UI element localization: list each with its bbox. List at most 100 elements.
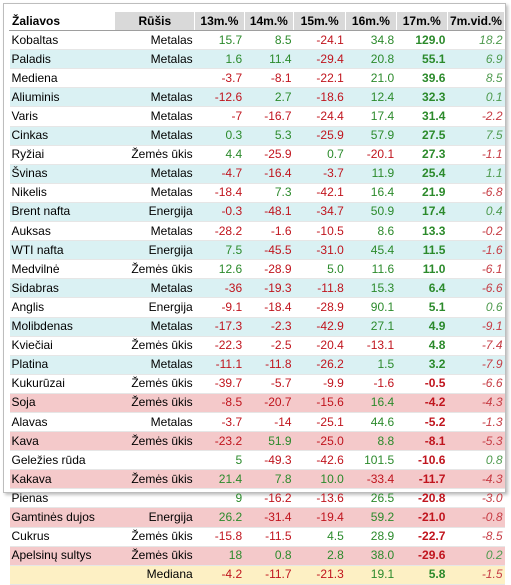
commodity-type-cell (114, 68, 195, 89)
y14-cell: -16.4 (244, 164, 294, 184)
y16-cell: -13.1 (345, 336, 397, 356)
table-row: Brent nafta Energija -0.3 -48.1 -34.7 50.9 17.… (9, 202, 505, 223)
commodity-name-cell: Brent nafta (9, 202, 115, 223)
header-y14[interactable]: 14m.% (243, 10, 295, 32)
commodity-name-cell: Platina (9, 355, 115, 375)
y17-cell: -29.6 (396, 546, 448, 566)
y15-cell: -25.9 (293, 126, 346, 146)
y17-cell: 27.3 (396, 145, 448, 165)
y13-cell: 5 (194, 450, 245, 471)
header-y15[interactable]: 15m.% (293, 10, 347, 32)
y15-cell: -21.3 (293, 565, 346, 585)
commodity-type-cell: Metalas (114, 49, 195, 70)
table-row: Sidabras Metalas -36 -19.3 -11.8 15.3 6.4 -6.6 (9, 278, 505, 299)
table-row: Cinkas Metalas 0.3 5.3 -25.9 57.9 27.5 7.5 (9, 126, 505, 146)
y14-cell: -2.5 (244, 336, 294, 356)
header-name[interactable]: Žaliavos (8, 10, 116, 32)
y13-cell: 12.6 (194, 259, 245, 280)
table-row: Mediena -3.7 -8.1 -22.1 21.0 39.6 8.5 (9, 68, 505, 89)
header-y17[interactable]: 17m.% (395, 10, 448, 32)
y13-cell: -4.2 (194, 565, 245, 585)
y14-cell: 7.3 (244, 183, 294, 203)
commodity-name-cell: Auksas (9, 221, 115, 242)
y16-cell: 20.8 (345, 49, 397, 70)
avg7-cell: -6.6 (447, 278, 505, 299)
y16-cell: 101.5 (345, 450, 397, 471)
y16-cell: 38.0 (345, 546, 397, 566)
avg7-cell: -7.9 (447, 355, 505, 375)
commodity-name-cell: Kviečiai (9, 336, 115, 356)
y13-cell: -23.2 (194, 431, 245, 452)
table-row: Pienas 9 -16.2 -13.6 26.5 -20.8 -3.0 (9, 488, 505, 509)
y17-cell: 55.1 (396, 49, 448, 70)
y13-cell: 18 (194, 546, 245, 566)
y14-cell: 5.3 (244, 126, 294, 146)
commodity-type-cell: Žemės ūkis (114, 546, 195, 566)
y16-cell: -1.6 (345, 374, 397, 394)
y15-cell: -24.4 (293, 106, 346, 127)
commodity-type-cell: Mediana (114, 565, 195, 585)
avg7-cell: -6.1 (447, 259, 505, 280)
avg7-cell: 0.8 (447, 450, 505, 471)
y14-cell: -45.5 (244, 240, 294, 261)
y14-cell: -2.3 (244, 317, 294, 337)
y15-cell: 4.5 (293, 527, 346, 547)
y13-cell: 21.4 (194, 469, 245, 490)
y17-cell: 13.3 (396, 221, 448, 242)
y16-cell: 21.0 (345, 68, 397, 89)
avg7-cell: -6.6 (447, 374, 505, 394)
y16-cell: 11.6 (345, 259, 397, 280)
y17-cell: 17.4 (396, 202, 448, 223)
y15-cell: -9.9 (293, 374, 346, 394)
header-y13[interactable]: 13m.% (194, 10, 245, 32)
header-avg7[interactable]: 7m.vid.% (446, 10, 506, 32)
header-row: Žaliavos Rūšis 13m.% 14m.% 15m.% 16m.% 1… (8, 10, 506, 32)
y16-cell: 90.1 (345, 297, 397, 318)
commodity-type-cell: Žemės ūkis (114, 469, 195, 490)
commodity-type-cell: Žemės ūkis (114, 374, 195, 394)
y13-cell: -9.1 (194, 297, 245, 318)
y14-cell: -28.9 (244, 259, 294, 280)
y17-cell: 4.9 (396, 317, 448, 337)
y16-cell: 8.8 (345, 431, 397, 452)
y13-cell: -7 (194, 106, 245, 127)
commodity-name-cell: Medvilnė (9, 259, 115, 280)
table-row: Kobaltas Metalas 15.7 8.5 -24.1 34.8 129.0 18.2 (9, 30, 505, 51)
commodity-type-cell: Žemės ūkis (114, 259, 195, 280)
avg7-cell: -7.4 (447, 336, 505, 356)
avg7-cell: 0.6 (447, 297, 505, 318)
y15-cell: -25.1 (293, 412, 346, 433)
commodity-returns-table: Žaliavos Rūšis 13m.% 14m.% 15m.% 16m.% 1… (8, 10, 506, 585)
y16-cell: 26.5 (345, 488, 397, 509)
commodity-type-cell: Metalas (114, 87, 195, 108)
y17-cell: 21.9 (396, 183, 448, 203)
y15-cell: -42.6 (293, 450, 346, 471)
y14-cell: 0.8 (244, 546, 294, 566)
y14-cell: -31.4 (244, 507, 294, 528)
y17-cell: 5.1 (396, 297, 448, 318)
commodity-name-cell: Kakava (9, 469, 115, 490)
y15-cell: -28.9 (293, 297, 346, 318)
header-y16[interactable]: 16m.% (345, 10, 397, 32)
y14-cell: -16.7 (244, 106, 294, 127)
commodity-type-cell (114, 488, 195, 509)
commodity-type-cell: Metalas (114, 164, 195, 184)
y14-cell: -16.2 (244, 488, 294, 509)
commodity-type-cell: Metalas (114, 317, 195, 337)
commodity-name-cell: Kobaltas (9, 30, 115, 51)
y15-cell: -3.7 (293, 164, 346, 184)
commodity-name-cell: Kukurūzai (9, 374, 115, 394)
header-type[interactable]: Rūšis (114, 10, 196, 32)
commodity-type-cell: Metalas (114, 355, 195, 375)
commodity-type-cell: Metalas (114, 183, 195, 203)
commodity-type-cell (114, 450, 195, 471)
y16-cell: 57.9 (345, 126, 397, 146)
y13-cell: 26.2 (194, 507, 245, 528)
commodity-name-cell: Anglis (9, 297, 115, 318)
commodity-name-cell: Mediena (9, 68, 115, 89)
y17-cell: 4.8 (396, 336, 448, 356)
table-row: Varis Metalas -7 -16.7 -24.4 17.4 31.4 -2.2 (9, 106, 505, 127)
table-row: Kakava Žemės ūkis 21.4 7.8 10.0 -33.4 -11.7 -4.… (9, 469, 505, 490)
table-row: Platina Metalas -11.1 -11.8 -26.2 1.5 3.2 -7.9 (9, 355, 505, 375)
y13-cell: -36 (194, 278, 245, 299)
